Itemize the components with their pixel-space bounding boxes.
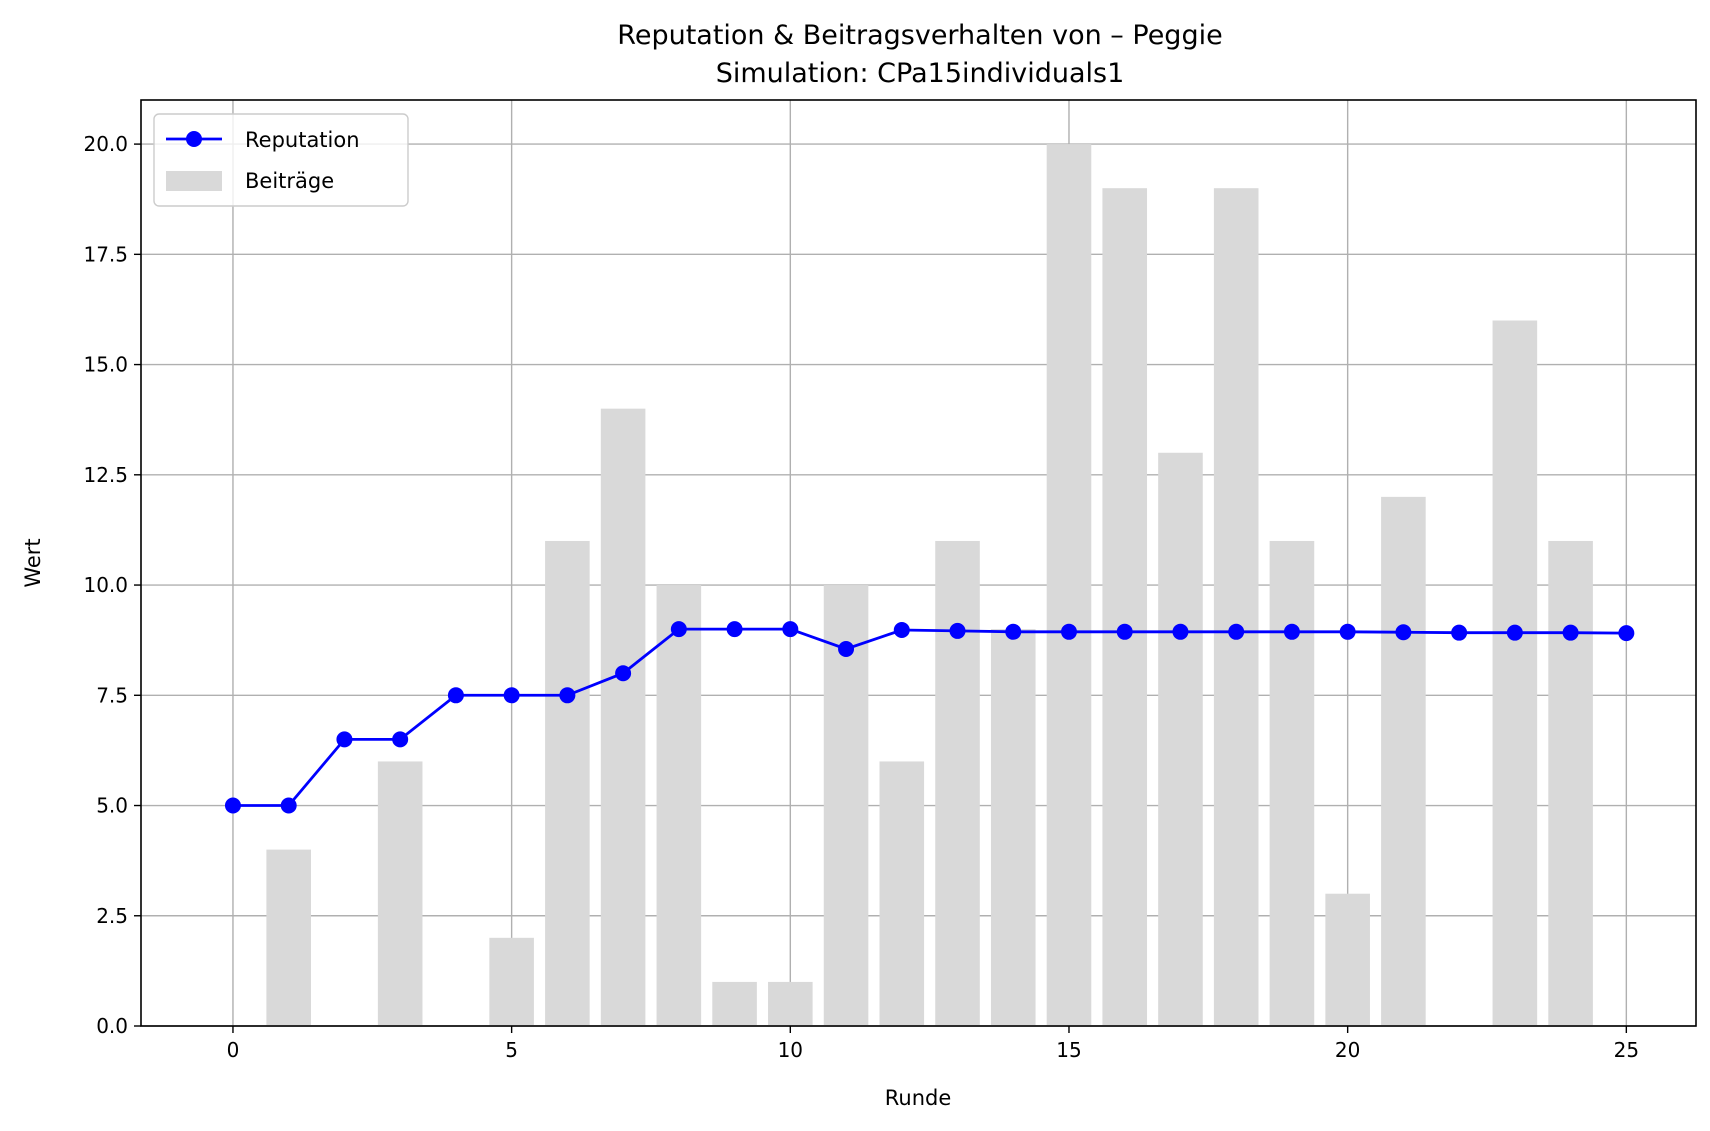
reputation-point (615, 665, 632, 682)
reputation-point (1060, 623, 1077, 640)
reputation-point (224, 797, 241, 814)
reputation-point (280, 797, 297, 814)
reputation-points (224, 621, 1635, 814)
reputation-point (1339, 623, 1356, 640)
plot-frame (140, 99, 1697, 1027)
reputation-line (232, 627, 1627, 807)
reputation-point (949, 622, 966, 639)
legend-contributions-label: Beiträge (245, 169, 334, 193)
reputation-point (1116, 623, 1133, 640)
reputation-point (1451, 624, 1468, 641)
reputation-point (1005, 623, 1022, 640)
contribution-bar (1046, 144, 1092, 1027)
contribution-bar (545, 540, 590, 1026)
contribution-bar (935, 540, 980, 1026)
grid (141, 100, 1696, 1027)
contribution-bar (990, 629, 1036, 1026)
contribution-bar (600, 408, 646, 1027)
contribution-bar (656, 585, 702, 1026)
contribution-bar (1158, 452, 1203, 1026)
contribution-bar (1548, 540, 1593, 1026)
chart-title: Reputation & Beitragsverhalten von – Peg… (617, 20, 1222, 51)
reputation-point (336, 731, 353, 748)
reputation-point (392, 731, 409, 748)
reputation-point (1395, 624, 1412, 641)
y-tick-label: 10.0 (83, 573, 128, 597)
y-tick-label: 7.5 (96, 683, 128, 707)
contribution-bar (1213, 188, 1259, 1026)
reputation-point (726, 621, 743, 638)
chart-subtitle: Simulation: CPa15individuals1 (716, 58, 1125, 89)
y-tick-label: 5.0 (96, 794, 128, 818)
legend: Reputation Beiträge (153, 113, 409, 207)
reputation-point (893, 622, 910, 639)
reputation-point (1562, 624, 1579, 641)
contribution-bar (1102, 188, 1148, 1026)
reputation-point (503, 687, 520, 704)
contribution-bar (712, 981, 757, 1026)
reputation-point (782, 621, 799, 638)
contribution-bar (1492, 320, 1538, 1026)
x-tick-label: 10 (778, 1038, 803, 1062)
x-axis-ticks: 0 5 10 15 20 25 (227, 1026, 1639, 1062)
y-tick-label: 2.5 (96, 904, 128, 928)
reputation-point (838, 640, 855, 657)
x-tick-label: 15 (1056, 1038, 1081, 1062)
contribution-bar (1325, 893, 1370, 1026)
y-tick-label: 15.0 (83, 353, 128, 377)
y-axis-ticks: 0.0 2.5 5.0 7.5 10.0 12.5 15.0 17.5 20.0 (83, 132, 141, 1038)
reputation-point (1618, 625, 1635, 642)
contribution-bar (879, 761, 925, 1026)
y-axis-label: Wert (21, 538, 45, 587)
contribution-bar (768, 981, 813, 1026)
legend-reputation-label: Reputation (245, 128, 360, 152)
x-tick-label: 0 (227, 1038, 240, 1062)
x-tick-label: 20 (1335, 1038, 1360, 1062)
contribution-bar (377, 761, 423, 1026)
y-tick-label: 17.5 (83, 242, 128, 266)
legend-reputation-marker (186, 131, 202, 147)
legend-contributions-swatch (166, 171, 222, 191)
contribution-bar (489, 937, 534, 1026)
y-tick-label: 12.5 (83, 463, 128, 487)
contribution-bar (823, 585, 869, 1026)
reputation-point (1283, 623, 1300, 640)
contribution-bars (266, 144, 1593, 1027)
y-tick-label: 20.0 (83, 132, 128, 156)
reputation-point (1506, 624, 1523, 641)
reputation-point (670, 621, 687, 638)
reputation-point (1172, 623, 1189, 640)
x-tick-label: 5 (505, 1038, 518, 1062)
y-tick-label: 0.0 (96, 1014, 128, 1038)
x-tick-label: 25 (1614, 1038, 1639, 1062)
contribution-bar (266, 849, 311, 1026)
reputation-series-line (232, 627, 1627, 807)
reputation-point (559, 687, 576, 704)
contribution-bar (1381, 496, 1426, 1026)
reputation-point (1228, 623, 1245, 640)
contribution-bar (1269, 540, 1315, 1026)
x-axis-label: Runde (885, 1086, 952, 1110)
reputation-point (447, 687, 464, 704)
